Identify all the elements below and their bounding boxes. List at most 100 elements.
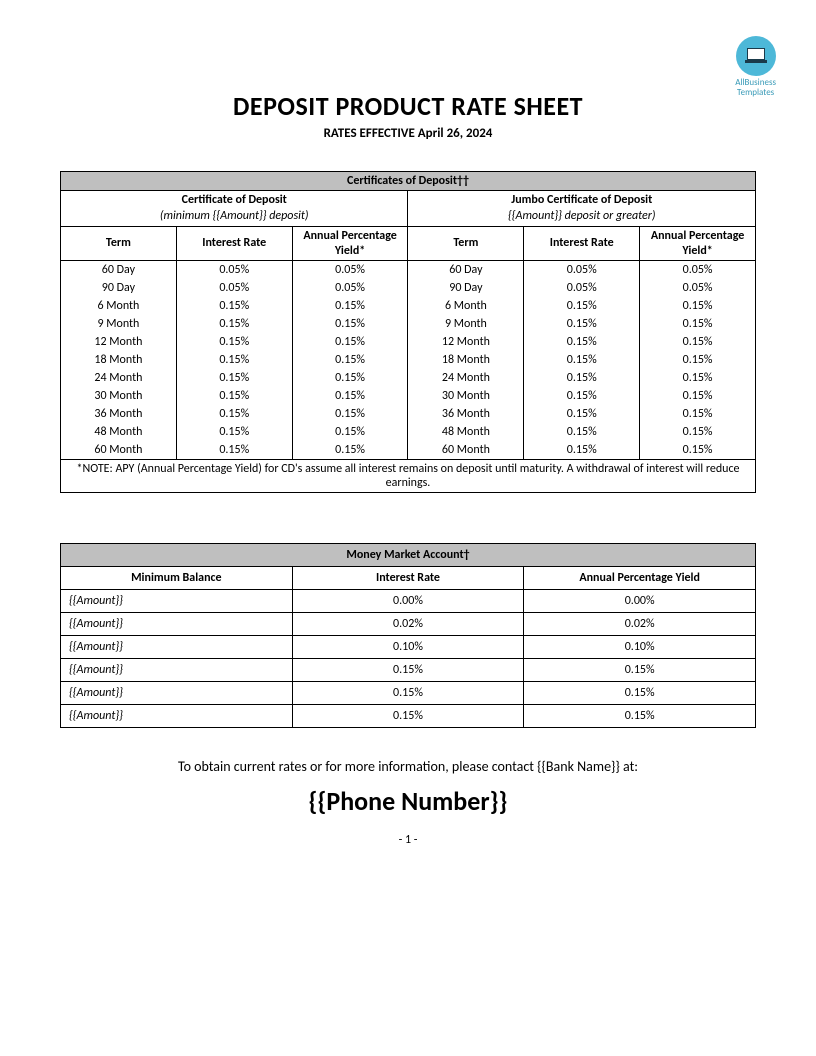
cell-term: 60 Month: [61, 441, 177, 460]
cell-jrate: 0.05%: [524, 279, 640, 297]
cell-apy: 0.15%: [292, 297, 408, 315]
cell-term: 30 Month: [61, 387, 177, 405]
col-japy: Annual Percentage Yield*: [640, 227, 756, 261]
cell-rate: 0.10%: [292, 635, 524, 658]
cell-jrate: 0.15%: [524, 315, 640, 333]
cd-left-note: (minimum {{Amount}} deposit): [160, 209, 309, 223]
mm-col-balance: Minimum Balance: [61, 566, 293, 589]
cell-balance: {{Amount}}: [61, 681, 293, 704]
cell-jterm: 18 Month: [408, 351, 524, 369]
cd-right-subheader: Jumbo Certificate of Deposit {{Amount}} …: [408, 191, 756, 227]
cell-japy: 0.15%: [640, 423, 756, 441]
table-row: 48 Month0.15%0.15%48 Month0.15%0.15%: [61, 423, 756, 441]
contact-block: To obtain current rates or for more info…: [60, 758, 756, 817]
cell-apy: 0.15%: [292, 423, 408, 441]
cell-apy: 0.15%: [524, 681, 756, 704]
table-row: 6 Month0.15%0.15%6 Month0.15%0.15%: [61, 297, 756, 315]
cell-japy: 0.15%: [640, 387, 756, 405]
cell-rate: 0.15%: [176, 405, 292, 423]
contact-line: To obtain current rates or for more info…: [60, 758, 756, 775]
cell-balance: {{Amount}}: [61, 635, 293, 658]
cell-term: 9 Month: [61, 315, 177, 333]
cell-balance: {{Amount}}: [61, 658, 293, 681]
cell-jrate: 0.15%: [524, 297, 640, 315]
cell-jterm: 12 Month: [408, 333, 524, 351]
cell-term: 12 Month: [61, 333, 177, 351]
cell-jterm: 6 Month: [408, 297, 524, 315]
table-row: {{Amount}}0.02%0.02%: [61, 612, 756, 635]
cd-left-name: Certificate of Deposit: [182, 193, 287, 207]
cell-rate: 0.15%: [176, 441, 292, 460]
cell-apy: 0.15%: [292, 369, 408, 387]
table-row: 60 Month0.15%0.15%60 Month0.15%0.15%: [61, 441, 756, 460]
table-row: 12 Month0.15%0.15%12 Month0.15%0.15%: [61, 333, 756, 351]
cell-balance: {{Amount}}: [61, 612, 293, 635]
cell-term: 36 Month: [61, 405, 177, 423]
cell-jterm: 60 Month: [408, 441, 524, 460]
cell-apy: 0.02%: [524, 612, 756, 635]
cd-footnote: *NOTE: APY (Annual Percentage Yield) for…: [61, 459, 756, 492]
cell-term: 18 Month: [61, 351, 177, 369]
cell-apy: 0.05%: [292, 279, 408, 297]
cell-apy: 0.00%: [524, 589, 756, 612]
cell-balance: {{Amount}}: [61, 589, 293, 612]
page-subtitle: RATES EFFECTIVE April 26, 2024: [60, 126, 756, 141]
page-title: DEPOSIT PRODUCT RATE SHEET: [60, 90, 756, 122]
cell-jterm: 48 Month: [408, 423, 524, 441]
cell-jterm: 36 Month: [408, 405, 524, 423]
table-row: {{Amount}}0.15%0.15%: [61, 704, 756, 727]
cell-jrate: 0.15%: [524, 333, 640, 351]
cell-jrate: 0.15%: [524, 441, 640, 460]
cell-japy: 0.15%: [640, 369, 756, 387]
cell-japy: 0.05%: [640, 260, 756, 279]
cell-apy: 0.15%: [292, 387, 408, 405]
cell-rate: 0.15%: [176, 423, 292, 441]
table-row: 18 Month0.15%0.15%18 Month0.15%0.15%: [61, 351, 756, 369]
table-row: 36 Month0.15%0.15%36 Month0.15%0.15%: [61, 405, 756, 423]
cell-japy: 0.15%: [640, 297, 756, 315]
cell-japy: 0.15%: [640, 333, 756, 351]
cell-balance: {{Amount}}: [61, 704, 293, 727]
cell-term: 6 Month: [61, 297, 177, 315]
cell-apy: 0.15%: [292, 315, 408, 333]
cell-jrate: 0.15%: [524, 387, 640, 405]
cell-rate: 0.05%: [176, 260, 292, 279]
cell-apy: 0.15%: [524, 658, 756, 681]
mm-table: Money Market Account† Minimum Balance In…: [60, 543, 756, 728]
cell-japy: 0.15%: [640, 441, 756, 460]
cell-jrate: 0.05%: [524, 260, 640, 279]
cell-rate: 0.05%: [176, 279, 292, 297]
cell-jrate: 0.15%: [524, 369, 640, 387]
mm-section-header: Money Market Account†: [61, 543, 756, 566]
cell-apy: 0.15%: [292, 333, 408, 351]
cell-rate: 0.15%: [176, 351, 292, 369]
cell-apy: 0.15%: [292, 351, 408, 369]
col-apy: Annual Percentage Yield*: [292, 227, 408, 261]
cell-rate: 0.00%: [292, 589, 524, 612]
cell-jterm: 24 Month: [408, 369, 524, 387]
cell-apy: 0.10%: [524, 635, 756, 658]
page-number: - 1 -: [60, 833, 756, 847]
cell-jrate: 0.15%: [524, 405, 640, 423]
cell-rate: 0.15%: [176, 297, 292, 315]
cell-japy: 0.15%: [640, 315, 756, 333]
table-row: 90 Day0.05%0.05%90 Day0.05%0.05%: [61, 279, 756, 297]
cd-table: Certificates of Deposit†† Certificate of…: [60, 171, 756, 493]
cell-jterm: 30 Month: [408, 387, 524, 405]
cell-rate: 0.15%: [176, 387, 292, 405]
table-row: {{Amount}}0.15%0.15%: [61, 658, 756, 681]
brand-logo: AllBusiness Templates: [735, 36, 776, 98]
logo-text-2: Templates: [735, 88, 776, 98]
cell-rate: 0.15%: [292, 658, 524, 681]
cd-left-subheader: Certificate of Deposit (minimum {{Amount…: [61, 191, 408, 227]
cell-term: 60 Day: [61, 260, 177, 279]
table-row: {{Amount}}0.00%0.00%: [61, 589, 756, 612]
cell-apy: 0.15%: [292, 405, 408, 423]
cell-jrate: 0.15%: [524, 351, 640, 369]
table-row: {{Amount}}0.10%0.10%: [61, 635, 756, 658]
cell-term: 24 Month: [61, 369, 177, 387]
col-term: Term: [61, 227, 177, 261]
cell-term: 90 Day: [61, 279, 177, 297]
contact-phone: {{Phone Number}}: [60, 785, 756, 817]
cell-apy: 0.15%: [524, 704, 756, 727]
